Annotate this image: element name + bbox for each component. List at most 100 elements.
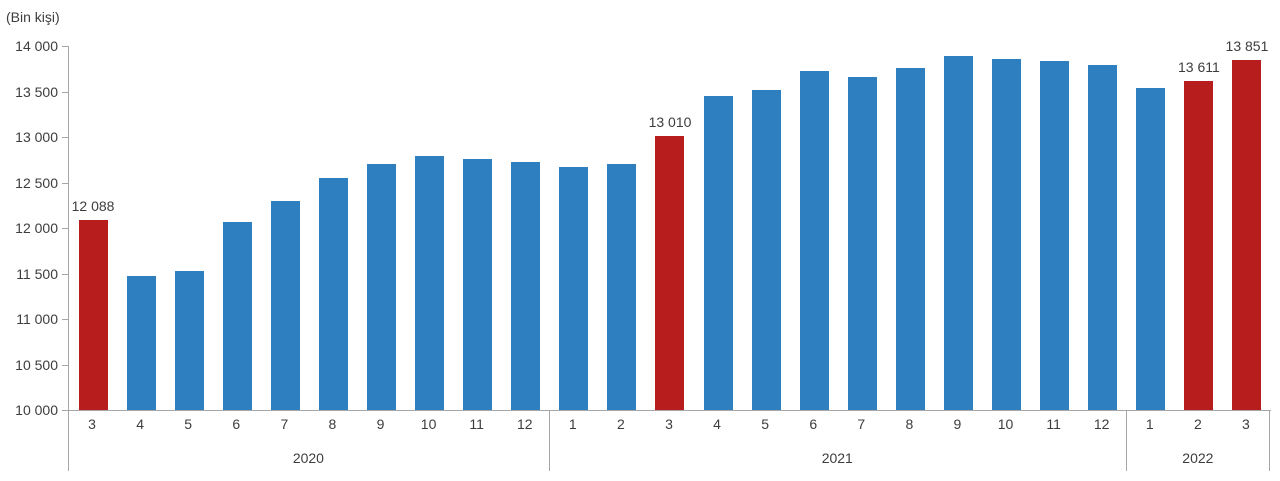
bar-2020-5 — [174, 270, 204, 410]
bar-value-label-2020-3: 12 088 — [71, 198, 115, 214]
bar-slot — [1031, 46, 1079, 410]
bar-slot — [261, 46, 309, 410]
x-month-label: 3 — [665, 416, 673, 432]
bar-slot — [598, 46, 646, 410]
bar-value-label-2022-3: 13 851 — [1225, 37, 1269, 54]
x-month-label: 9 — [953, 416, 962, 432]
bar-2020-12 — [511, 162, 541, 410]
y-axis-unit-label: (Bin kişi) — [6, 9, 60, 25]
x-month-label: 9 — [376, 416, 385, 432]
y-tick-label: 13 000 — [15, 129, 58, 145]
bar-slot — [357, 46, 405, 410]
bar-2021-2 — [607, 164, 637, 410]
x-month-label: 7 — [280, 416, 289, 432]
x-month-label: 4 — [136, 416, 145, 432]
x-month-label: 10 — [997, 416, 1014, 432]
y-tick-mark — [62, 137, 68, 138]
x-month-label: 11 — [1046, 416, 1061, 432]
bar-2021-1 — [559, 167, 589, 410]
bar-slot — [646, 46, 694, 410]
bar-2020-11 — [463, 158, 493, 410]
x-month-label: 4 — [713, 416, 721, 432]
x-month-label: 5 — [184, 416, 193, 432]
x-month-label: 3 — [88, 416, 96, 432]
bar-2020-10 — [415, 156, 445, 410]
bar-value-label-2021-3: 13 010 — [648, 114, 692, 131]
y-tick-label: 10 500 — [15, 356, 58, 373]
bar-2020-4 — [126, 276, 156, 410]
x-year-label-2021: 2021 — [821, 450, 853, 466]
bar-2021-8 — [895, 67, 925, 410]
x-month-label: 7 — [857, 416, 866, 432]
y-tick-mark — [62, 228, 68, 229]
year-separator — [548, 410, 550, 471]
x-axis-month-labels: 3 4 5 6 7 8 9 10 11 12 1 2 3 4 5 6 7 8 9 10 11 12 1 2 3 — [68, 416, 1270, 432]
x-month-label: 2 — [617, 416, 625, 432]
bar-slot — [1175, 46, 1223, 410]
bar-2021-7 — [847, 76, 877, 410]
x-month-label: 1 — [1145, 416, 1154, 432]
bar-slot — [213, 46, 261, 410]
bar-2021-12 — [1088, 65, 1118, 410]
x-month-label: 6 — [232, 416, 241, 432]
bar-2021-4 — [703, 96, 733, 410]
bar-slot — [694, 46, 742, 410]
y-tick-mark — [62, 410, 68, 411]
bar-2020-7 — [270, 200, 300, 410]
x-year-label-2020: 2020 — [292, 450, 324, 466]
bar-2021-9 — [943, 56, 973, 410]
bar-2022-2 — [1184, 81, 1214, 410]
x-month-label: 12 — [1093, 416, 1110, 432]
bar-slot — [1127, 46, 1175, 410]
y-tick-mark — [62, 274, 68, 275]
y-tick-label: 12 000 — [15, 220, 58, 236]
bar-slot — [742, 46, 790, 410]
bar-slot — [550, 46, 598, 410]
x-axis-year-labels: 2020 2021 2022 — [68, 450, 1270, 466]
bar-2022-1 — [1136, 87, 1166, 410]
y-tick-mark — [62, 183, 68, 184]
bar-slot — [838, 46, 886, 410]
bar-2020-3 — [78, 220, 108, 410]
bar-slot — [934, 46, 982, 410]
x-month-label: 5 — [761, 416, 770, 432]
x-month-label: 6 — [809, 416, 818, 432]
x-month-label: 1 — [568, 416, 577, 432]
x-month-label: 12 — [516, 416, 533, 432]
year-separator — [68, 410, 69, 471]
bar-slot — [502, 46, 550, 410]
bar-value-label-2022-2: 13 611 — [1177, 59, 1220, 76]
x-month-label: 10 — [420, 416, 437, 432]
bar-slot — [309, 46, 357, 410]
x-month-label: 2 — [1193, 416, 1202, 432]
bar-2021-11 — [1040, 61, 1070, 410]
y-tick-label: 11 500 — [16, 265, 58, 282]
x-month-label: 11 — [469, 416, 484, 432]
bar-slot — [165, 46, 213, 410]
x-year-label-2022: 2022 — [1182, 450, 1214, 466]
bar-slot — [406, 46, 454, 410]
bar-2020-6 — [222, 221, 252, 410]
bar-slot — [1223, 46, 1271, 410]
x-month-label: 8 — [328, 416, 337, 432]
bar-slot — [982, 46, 1030, 410]
y-tick-label: 10 000 — [15, 402, 58, 418]
y-tick-mark — [62, 365, 68, 366]
y-tick-label: 11 000 — [16, 311, 58, 327]
y-tick-mark — [62, 46, 68, 47]
year-separator — [1269, 410, 1270, 471]
bar-2020-8 — [318, 177, 348, 410]
x-month-label: 3 — [1242, 416, 1250, 432]
bar-2020-9 — [367, 164, 396, 410]
bar-slot — [790, 46, 838, 410]
bar-2021-3 — [655, 136, 685, 410]
bar-slot — [886, 46, 934, 410]
bar-2021-6 — [799, 70, 829, 410]
x-month-label: 8 — [905, 416, 914, 432]
bar-2021-5 — [751, 89, 781, 410]
bar-2022-3 — [1232, 59, 1262, 410]
bar-slot — [454, 46, 502, 410]
year-separator — [1125, 410, 1127, 471]
y-tick-label: 12 500 — [15, 174, 58, 191]
